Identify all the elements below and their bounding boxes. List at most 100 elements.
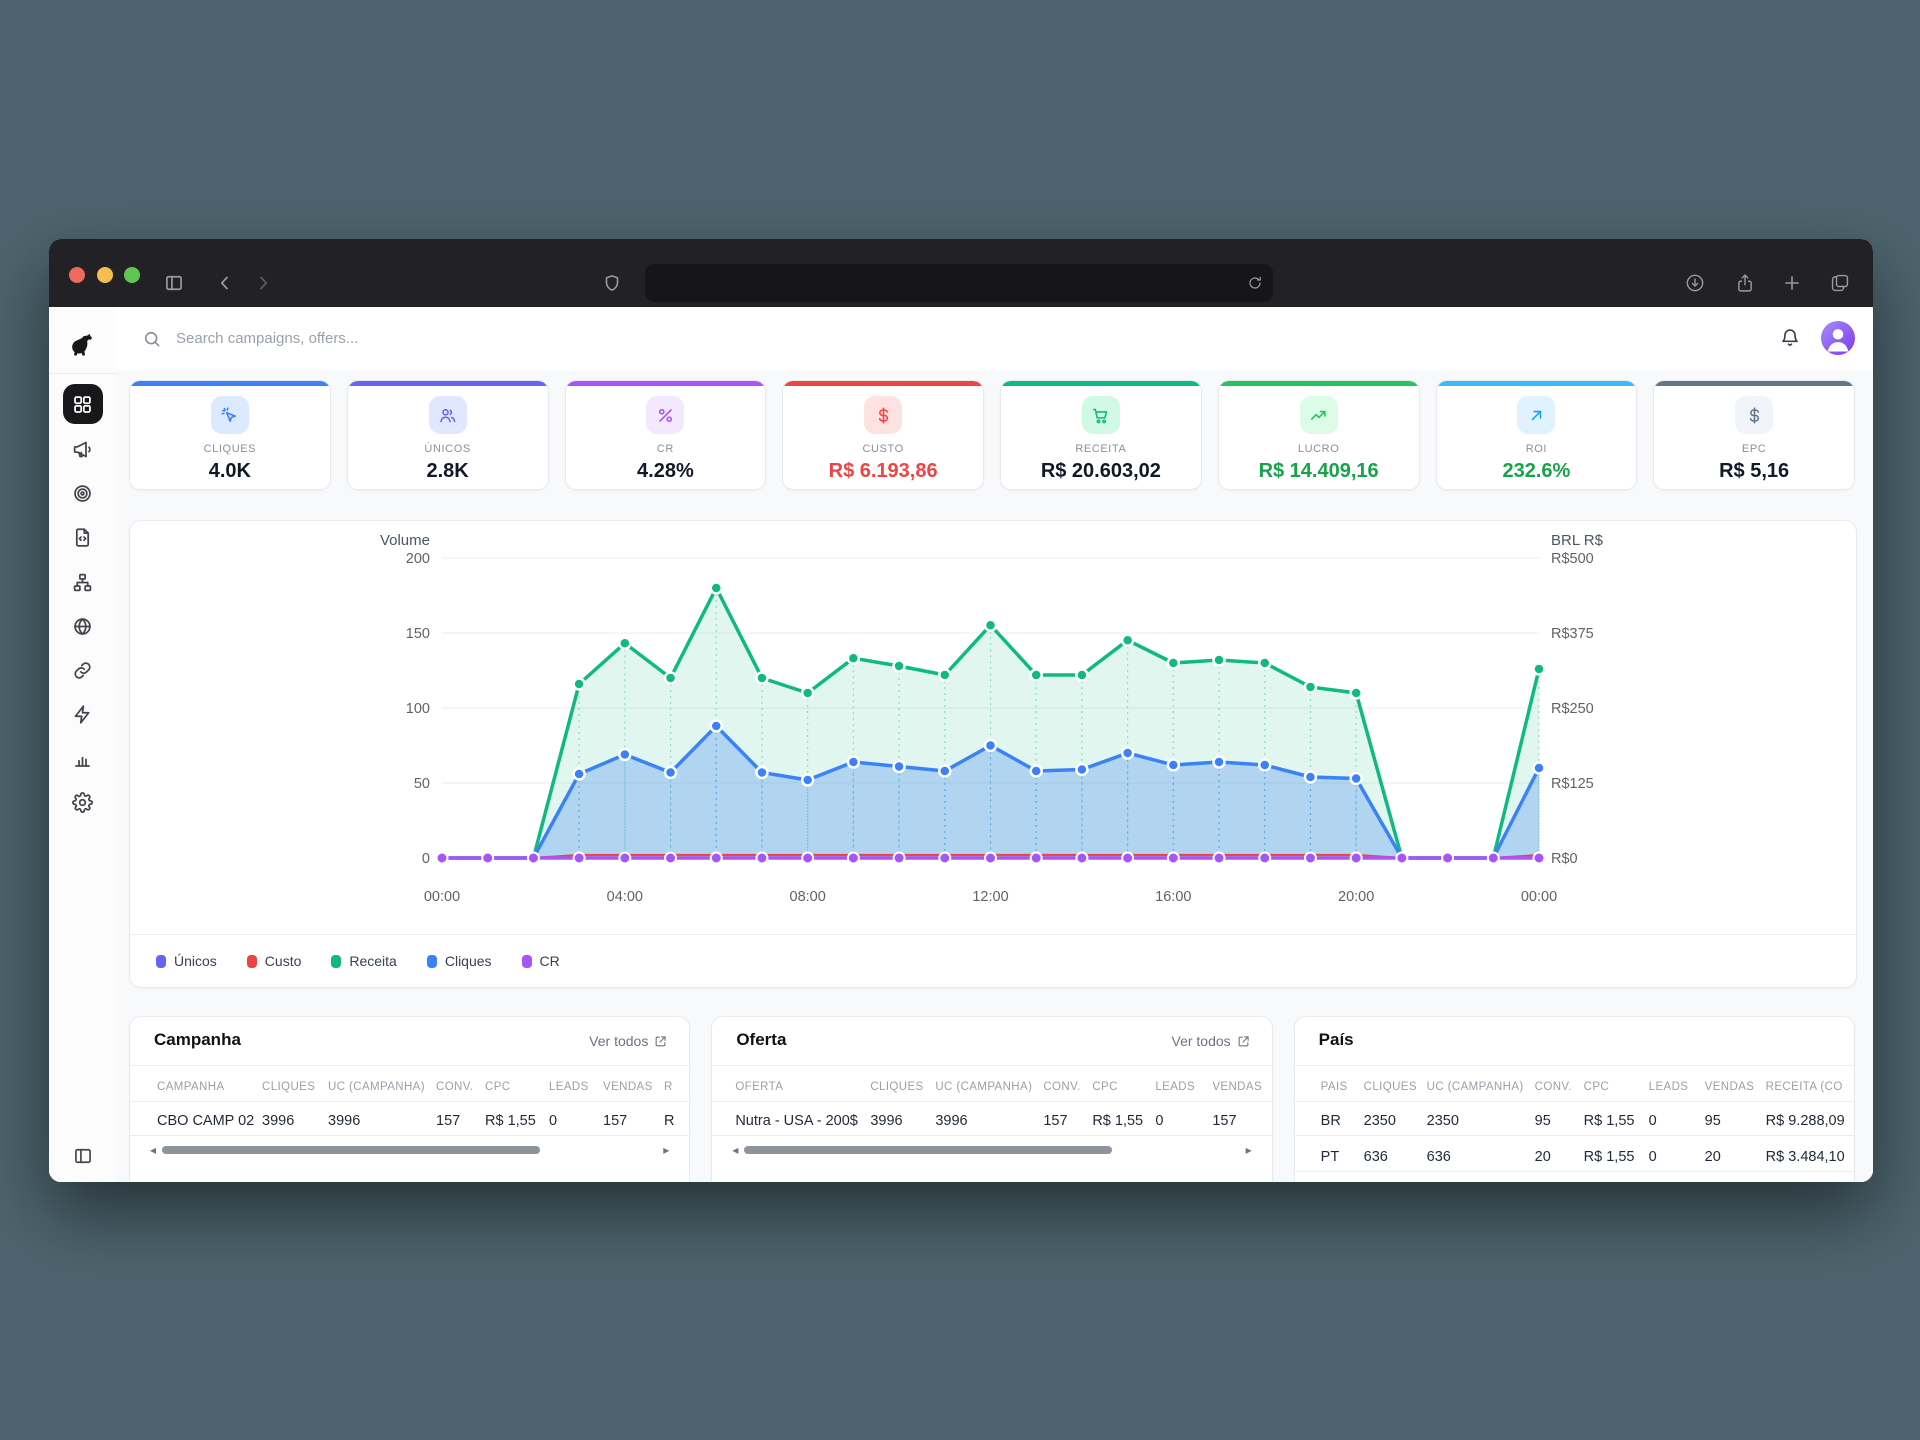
horizontal-scrollbar[interactable]: ◂ ▸ — [712, 1143, 1271, 1157]
sidebar-item-domains[interactable] — [63, 606, 103, 646]
stat-label: CLIQUES — [203, 443, 257, 455]
row-divider — [712, 1135, 1272, 1136]
sidebar-item-campaigns[interactable] — [63, 429, 103, 469]
legend-item-custo[interactable]: Custo — [246, 953, 301, 969]
table-cell: R — [664, 1081, 673, 1093]
legend-item-cr[interactable]: CR — [521, 953, 560, 969]
notifications-bell-icon[interactable] — [1780, 328, 1800, 348]
legend-item-receita[interactable]: Receita — [331, 953, 397, 969]
scrollbar-thumb[interactable] — [162, 1146, 540, 1154]
stat-accent-bar — [1001, 381, 1201, 386]
stat-cards-row: CLIQUES 4.0K ÚNICOS 2.8K CR 4.28% CUSTO R$ 6.19… — [129, 380, 1855, 490]
scroll-right-icon[interactable]: ▸ — [1245, 1143, 1252, 1157]
percent-icon — [646, 396, 685, 434]
table-cell: 157 — [603, 1113, 628, 1129]
legend-item-cliques[interactable]: Cliques — [426, 953, 492, 969]
sidebar-item-landing-pages[interactable] — [63, 517, 103, 557]
close-window-button[interactable] — [69, 267, 85, 283]
legend-swatch — [331, 954, 342, 968]
stat-value: R$ 20.603,02 — [1040, 460, 1161, 482]
table-cell: R$ 1,55 — [1092, 1113, 1144, 1129]
ver-todos-link[interactable]: Ver todos — [589, 1033, 667, 1049]
table-cell: 636 — [1426, 1149, 1451, 1165]
stat-card-lucro: LUCRO R$ 14.409,16 — [1217, 380, 1420, 490]
downloads-icon[interactable] — [1685, 273, 1706, 294]
sidebar-collapse-button[interactable] — [63, 1136, 103, 1176]
sidebar-item-offers[interactable] — [63, 473, 103, 513]
app-sidebar — [49, 307, 117, 1182]
ver-todos-link[interactable]: Ver todos — [1172, 1033, 1250, 1049]
table-cell: R — [664, 1113, 675, 1129]
sidebar-toggle-icon[interactable] — [164, 273, 184, 293]
horizontal-scrollbar[interactable]: ◂ ▸ — [130, 1143, 689, 1157]
url-bar[interactable] — [645, 264, 1273, 302]
row-divider — [1294, 1101, 1854, 1102]
stat-card-cliques: CLIQUES 4.0K — [129, 380, 331, 490]
bar-chart-icon — [72, 748, 93, 769]
table-cell: 2350 — [1426, 1113, 1459, 1129]
minimize-window-button[interactable] — [97, 267, 113, 283]
row-divider — [130, 1135, 690, 1136]
sidebar-item-automations[interactable] — [63, 694, 103, 734]
table-card-oferta: Oferta Ver todos OFERTA CLIQUES UC (CAMPANHA… — [711, 1016, 1273, 1182]
svg-text:Volume: Volume — [380, 532, 430, 549]
table-column-headers: PAÍS CLIQUES UC (CAMPANHA) CONV. CPC LEADS VEN… — [1321, 1081, 1854, 1093]
svg-text:0: 0 — [422, 851, 430, 867]
legend-swatch — [426, 954, 437, 968]
stat-value: 4.28% — [637, 460, 694, 482]
trending-up-icon — [1299, 396, 1338, 434]
search-input[interactable] — [174, 329, 598, 348]
scroll-right-icon[interactable]: ▸ — [663, 1143, 670, 1157]
chart-legend: Únicos Custo Receita Cliques CR — [156, 945, 560, 977]
svg-text:200: 200 — [406, 551, 430, 567]
table-row: BR 2350 2350 95 R$ 1,55 0 95 R$ 9.288,09 — [1321, 1113, 1854, 1129]
sidebar-item-dashboard[interactable] — [62, 384, 103, 424]
stat-card-roi: ROI 232.6% — [1435, 380, 1638, 490]
new-tab-icon[interactable] — [1782, 273, 1803, 294]
share-icon[interactable] — [1735, 273, 1756, 294]
table-cell: UC (CAMPANHA) — [1426, 1081, 1524, 1093]
external-link-icon — [654, 1035, 667, 1048]
row-divider — [1294, 1135, 1854, 1136]
svg-text:R$500: R$500 — [1551, 551, 1594, 567]
tab-overview-icon[interactable] — [1830, 273, 1851, 294]
table-cell: CPC — [485, 1081, 511, 1093]
stat-accent-bar — [347, 381, 548, 386]
cursor-click-icon — [210, 396, 249, 434]
summary-tables-row: Campanha Ver todos CAMPANHA CLIQUES UC (CAMP… — [129, 1016, 1855, 1182]
table-cell: 3996 — [262, 1113, 295, 1129]
back-icon[interactable] — [216, 274, 235, 293]
scroll-left-icon[interactable]: ◂ — [150, 1143, 157, 1157]
dollar-icon — [1735, 396, 1774, 434]
forward-icon[interactable] — [254, 274, 273, 293]
scrollbar-thumb[interactable] — [744, 1146, 1113, 1154]
legend-item--nicos[interactable]: Únicos — [156, 953, 217, 969]
table-cell: CONV. — [1043, 1081, 1081, 1093]
dog-logo-icon[interactable] — [70, 332, 96, 358]
table-cell: 0 — [1648, 1149, 1657, 1165]
sidebar-item-settings[interactable] — [63, 782, 103, 822]
zoom-window-button[interactable] — [124, 267, 140, 283]
stat-value: 4.0K — [208, 460, 251, 482]
sidebar-item-reports[interactable] — [63, 738, 103, 778]
table-title: País — [1318, 1030, 1354, 1049]
reload-icon[interactable] — [1247, 275, 1263, 291]
svg-text:00:00: 00:00 — [1521, 889, 1557, 905]
table-cell: 157 — [1212, 1113, 1237, 1129]
main-content: CLIQUES 4.0K ÚNICOS 2.8K CR 4.28% CUSTO R$ 6.19… — [116, 370, 1873, 1182]
scroll-left-icon[interactable]: ◂ — [732, 1143, 739, 1157]
user-avatar[interactable] — [1821, 321, 1855, 355]
chart-legend-divider — [130, 934, 1856, 935]
legend-label: Únicos — [174, 953, 217, 969]
svg-text:100: 100 — [406, 701, 430, 717]
legend-label: Receita — [349, 953, 397, 969]
cart-icon — [1081, 396, 1120, 434]
sidebar-item-links[interactable] — [63, 650, 103, 690]
arrow-up-right-icon — [1517, 396, 1556, 434]
chart-card: 0 R$0 50 R$125 100 R$250 150 R$375 200 R$500 Volum… — [129, 520, 1857, 988]
table-card-campanha: Campanha Ver todos CAMPANHA CLIQUES UC (CAMP… — [129, 1016, 691, 1182]
table-cell: RECEITA (CO — [1765, 1081, 1843, 1093]
sidebar-item-funnels[interactable] — [63, 562, 103, 602]
svg-text:00:00: 00:00 — [424, 889, 460, 905]
